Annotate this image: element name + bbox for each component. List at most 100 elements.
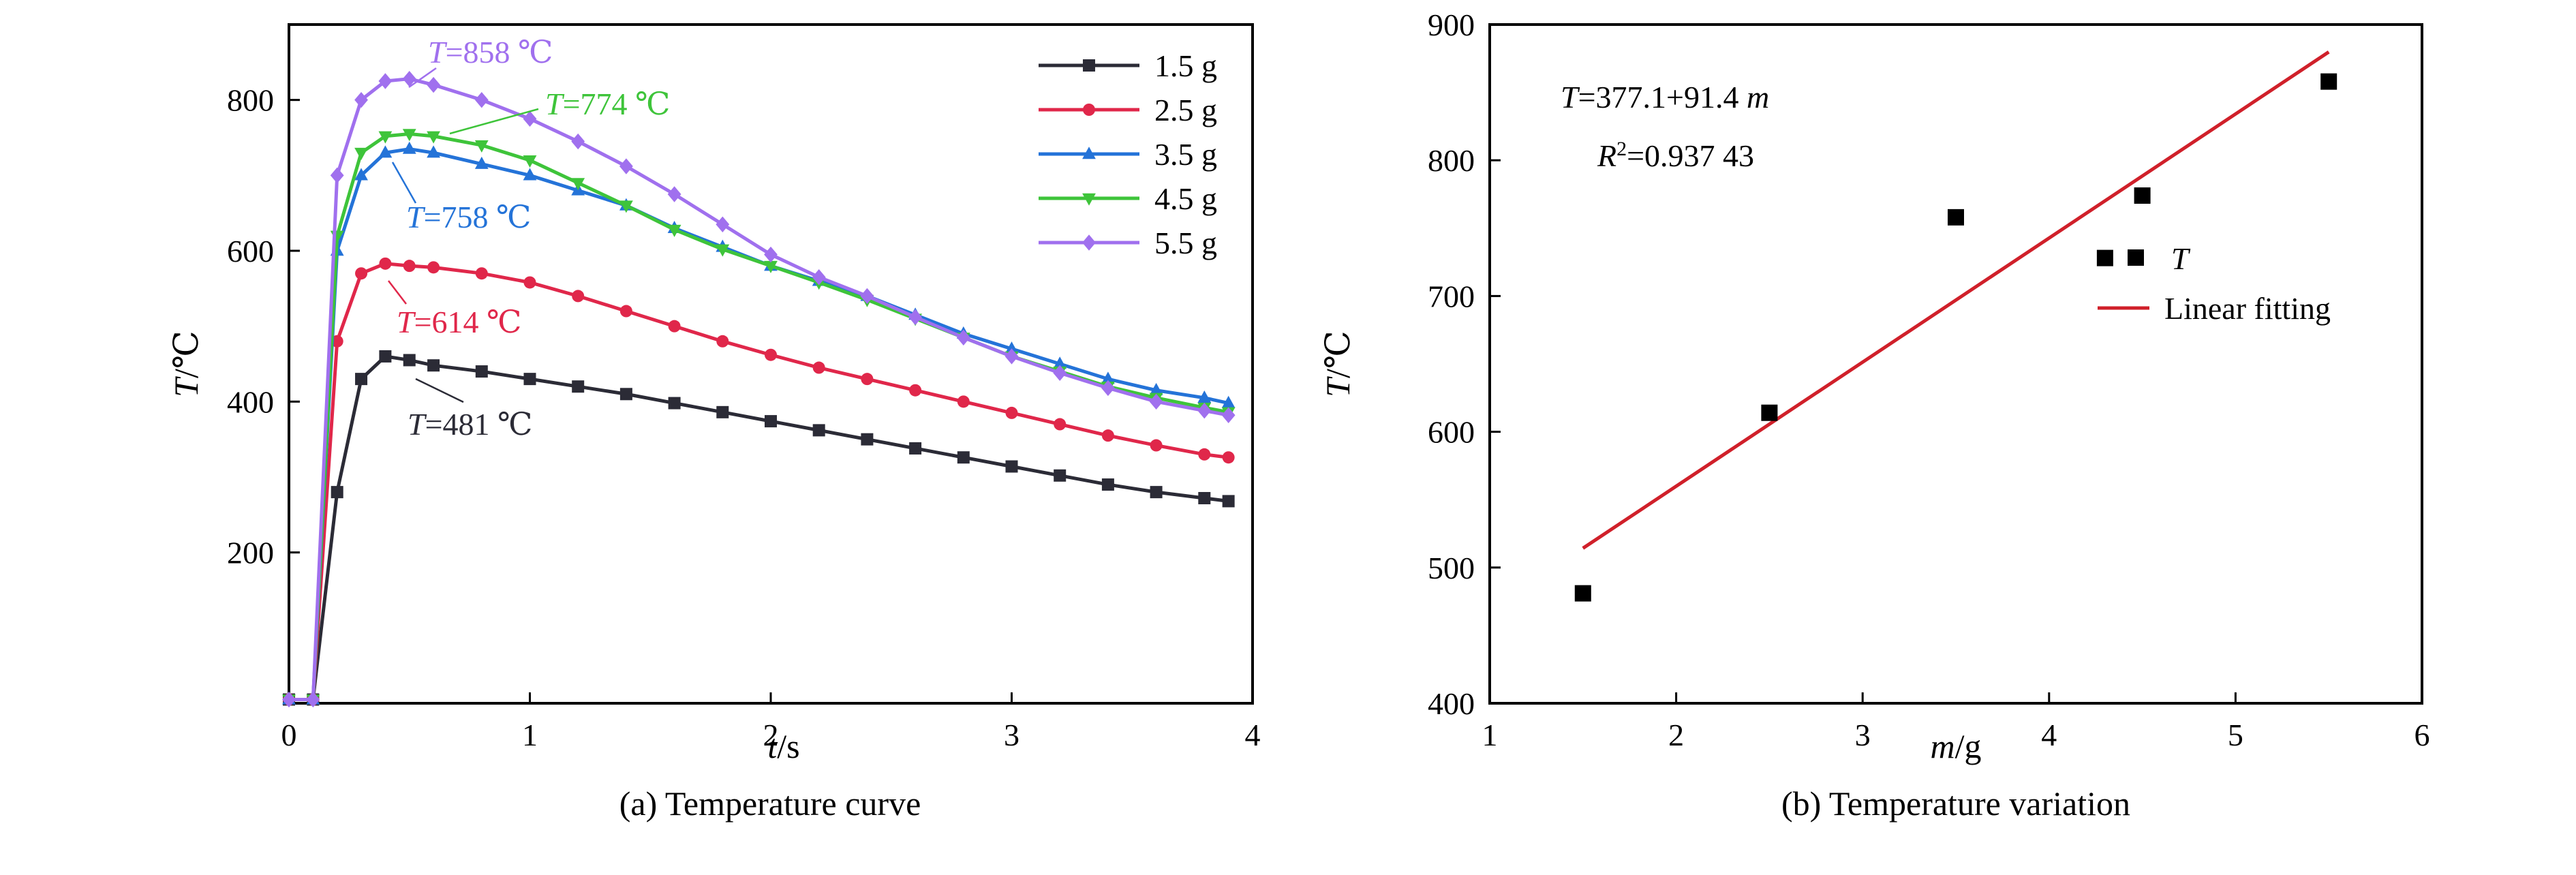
data-point <box>403 354 416 367</box>
data-point <box>474 91 489 108</box>
data-point <box>282 691 296 708</box>
legend-entry: 4.5 g <box>1039 181 1217 216</box>
data-point <box>402 141 416 154</box>
data-point <box>427 131 440 144</box>
legend-entry: 1.5 g <box>1039 48 1217 83</box>
data-point <box>765 348 777 361</box>
data-point <box>474 140 489 153</box>
legend-swatch-marker <box>1082 147 1096 159</box>
data-point <box>427 76 440 93</box>
data-point <box>1005 348 1019 365</box>
y-axis-label-b: T/℃ <box>1319 331 1357 397</box>
data-point <box>1221 395 1236 408</box>
data-point <box>474 156 489 169</box>
y-tick-label: 400 <box>227 384 274 419</box>
data-point <box>523 276 536 289</box>
panel-b-fit-line <box>1582 50 2330 550</box>
annotation-leader <box>391 162 417 204</box>
data-point <box>716 216 730 232</box>
x-axis-label-a: t/s <box>767 727 799 765</box>
data-point <box>1150 439 1163 452</box>
panel-a-annotations: T=858 ℃ T=774 ℃ T=758 ℃ T=614 ℃ T=481 ℃ <box>388 35 671 442</box>
data-point <box>909 442 922 455</box>
x-tick-label: 3 <box>1855 718 1871 752</box>
peak-annotation: T=481 ℃ <box>408 407 533 442</box>
data-point <box>1197 402 1212 419</box>
legend-label: T <box>2171 241 2191 276</box>
data-point <box>957 451 970 464</box>
panel-a-legend: 1.5 g 2.5 g 3.5 g 4.5 g 5.5 g <box>1039 48 1217 260</box>
data-point <box>2320 73 2337 90</box>
annotation-leader <box>449 108 539 135</box>
caption-b: (b) Temperature variation <box>1781 784 2130 823</box>
peak-annotation: T=858 ℃ <box>428 35 553 70</box>
data-point <box>378 145 393 158</box>
data-point <box>1221 407 1236 423</box>
data-point <box>765 415 777 428</box>
data-point <box>2096 249 2113 266</box>
data-point <box>812 424 825 437</box>
x-tick-label: 5 <box>2228 718 2243 752</box>
legend-label: 4.5 g <box>1154 181 1217 216</box>
x-tick-label: 2 <box>1668 718 1684 752</box>
data-point <box>957 395 970 408</box>
data-point <box>908 309 922 326</box>
data-point <box>1222 495 1235 508</box>
data-point <box>1150 486 1163 499</box>
series-line <box>289 77 1229 701</box>
data-point <box>379 350 392 363</box>
data-point <box>402 129 416 142</box>
legend-entry-fit: Linear fitting <box>2098 291 2331 326</box>
data-point <box>354 168 368 181</box>
legend-swatch-marker <box>1083 104 1095 116</box>
data-point <box>668 397 681 410</box>
x-tick-label: 6 <box>2414 718 2430 752</box>
data-point <box>572 290 585 303</box>
series-5.5g <box>282 70 1236 708</box>
data-point <box>716 335 729 348</box>
series-1.5g <box>283 350 1235 706</box>
y-tick-label: 500 <box>1428 551 1475 585</box>
data-point <box>1101 478 1114 491</box>
data-point <box>523 373 536 386</box>
panel-b-points <box>1574 73 2337 602</box>
legend-entry: 5.5 g <box>1039 226 1217 260</box>
data-point <box>354 91 368 108</box>
legend-label: 1.5 g <box>1154 48 1217 83</box>
legend-entry-points: T <box>2128 241 2191 276</box>
x-axis-label-b: m/g <box>1930 727 1981 765</box>
fit-equation: T=377.1+91.4 m <box>1561 80 1769 114</box>
data-point <box>354 147 368 160</box>
data-point <box>475 267 488 280</box>
x-tick-label: 1 <box>522 718 538 752</box>
x-tick-label: 1 <box>1482 718 1498 752</box>
annotation-leader <box>415 378 464 403</box>
data-point <box>619 388 632 401</box>
data-point <box>523 155 537 168</box>
y-axis-label-a: T/℃ <box>167 331 205 397</box>
data-point <box>572 380 585 393</box>
legend-entry: 2.5 g <box>1039 93 1217 127</box>
data-point <box>764 246 778 263</box>
data-point <box>1005 341 1019 354</box>
legend-label: 5.5 g <box>1154 226 1217 260</box>
data-point <box>619 200 633 213</box>
data-point <box>427 145 440 158</box>
data-point <box>1054 469 1067 482</box>
data-point <box>1054 418 1067 431</box>
panel-b-temperature-variation: 1 2 3 4 5 6 400 500 600 700 800 900 T Linear fitting… <box>1319 7 2430 823</box>
data-point <box>571 133 585 150</box>
data-point <box>355 373 368 386</box>
data-point <box>330 167 344 184</box>
data-point <box>716 405 729 418</box>
peak-annotation: T=758 ℃ <box>406 200 532 234</box>
data-point <box>403 260 416 273</box>
legend-label: 2.5 g <box>1154 93 1217 127</box>
data-point <box>956 329 970 346</box>
data-point <box>1053 365 1067 381</box>
x-tick-label: 0 <box>281 718 297 752</box>
y-tick-label: 600 <box>1428 415 1475 450</box>
y-tick-label: 700 <box>1428 279 1475 313</box>
panel-b-legend: T Linear fitting <box>2098 241 2331 326</box>
